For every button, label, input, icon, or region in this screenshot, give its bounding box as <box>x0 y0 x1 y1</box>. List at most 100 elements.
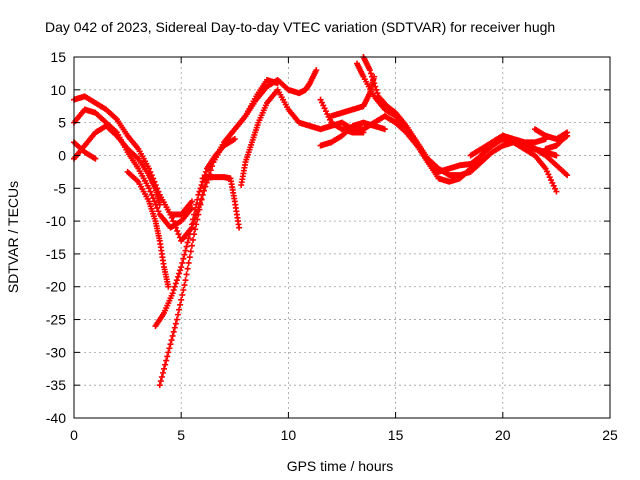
data-point <box>564 172 571 179</box>
series-arc-6 <box>152 136 238 330</box>
data-point <box>146 185 153 192</box>
data-point <box>168 214 175 221</box>
y-axis-label: SDTVAR / TECUs <box>5 181 21 293</box>
series-arc-10 <box>238 86 399 188</box>
data-point <box>373 86 380 93</box>
data-point <box>178 264 185 271</box>
data-point <box>381 126 388 133</box>
data-point <box>176 306 183 313</box>
data-point <box>553 152 560 159</box>
x-tick-label: 0 <box>70 427 78 443</box>
data-point <box>185 235 192 242</box>
series-arc-9 <box>199 174 243 231</box>
y-tick-label: -5 <box>54 180 67 196</box>
series-arc-12 <box>317 119 388 149</box>
x-tick-label: 15 <box>388 427 404 443</box>
data-point <box>202 168 209 175</box>
series-arc-8 <box>167 76 281 244</box>
x-tick-label: 25 <box>602 427 618 443</box>
data-point <box>172 280 179 287</box>
y-tick-label: -40 <box>46 410 66 426</box>
y-tick-label: -15 <box>46 246 66 262</box>
data-point <box>196 188 203 195</box>
data-point <box>168 337 175 344</box>
data-point <box>367 70 374 77</box>
data-point <box>156 382 163 389</box>
data-point <box>174 311 181 318</box>
data-point <box>196 200 203 207</box>
data-point <box>177 267 184 274</box>
data-point <box>173 277 180 284</box>
data-point <box>176 270 183 277</box>
x-tick-label: 5 <box>177 427 185 443</box>
series-arc-15 <box>360 54 560 195</box>
data-point <box>231 136 238 143</box>
data-point <box>202 183 209 190</box>
data-point <box>157 378 164 385</box>
data-point <box>180 255 187 262</box>
data-point <box>170 218 177 225</box>
data-point <box>154 204 161 211</box>
tick-layer: 0 5 10 15 20 25 -40 -35 -30 -25 -20 -15 -10 -5 0 5 10 15 <box>46 49 618 443</box>
data-point <box>366 67 373 74</box>
y-tick-label: -20 <box>46 279 66 295</box>
data-point <box>181 282 188 289</box>
series-arc-4 <box>71 122 163 208</box>
data-point <box>172 224 179 231</box>
data-point <box>183 271 190 278</box>
data-point <box>184 239 191 246</box>
data-point <box>189 236 196 243</box>
data-point <box>148 191 155 198</box>
data-point <box>553 188 560 195</box>
x-tick-label: 10 <box>281 427 297 443</box>
data-point <box>92 155 99 162</box>
data-point <box>169 290 176 297</box>
data-point <box>159 369 166 376</box>
y-tick-label: 10 <box>50 82 66 98</box>
data-point <box>161 365 168 372</box>
data-point <box>151 198 158 205</box>
data-point <box>156 201 163 208</box>
series-arc-17 <box>467 132 560 159</box>
data-point <box>198 181 205 188</box>
data-point <box>167 341 174 348</box>
data-point <box>179 259 186 266</box>
data-point <box>564 132 571 139</box>
data-point <box>374 90 381 97</box>
data-point <box>181 251 188 258</box>
data-point <box>174 273 181 280</box>
data-point <box>371 80 378 87</box>
data-point <box>167 211 174 218</box>
y-tick-label: 0 <box>58 147 66 163</box>
data-point <box>179 291 186 298</box>
data-point <box>158 373 165 380</box>
data-point <box>187 248 194 255</box>
data-point <box>174 227 181 234</box>
data-point <box>190 220 197 227</box>
data-point <box>147 188 154 195</box>
data-point <box>194 208 201 215</box>
data-point <box>150 195 157 202</box>
data-point <box>175 231 182 238</box>
data-point <box>171 283 178 290</box>
data-point <box>188 224 195 231</box>
data-point <box>178 296 185 303</box>
data-point <box>162 361 169 368</box>
data-point <box>184 265 191 272</box>
data-point <box>191 216 198 223</box>
series-arc-3 <box>71 139 99 162</box>
data-point <box>177 301 184 308</box>
y-tick-label: -25 <box>46 312 66 328</box>
data-point <box>193 221 200 228</box>
data-point <box>188 242 195 249</box>
data-point <box>199 191 206 198</box>
plot-frame <box>73 56 611 419</box>
data-point <box>170 287 177 294</box>
data-point <box>165 349 172 356</box>
data-point <box>188 198 195 205</box>
data-point <box>188 204 195 211</box>
data-point <box>313 67 320 74</box>
data-point <box>191 231 198 238</box>
data-point <box>171 221 178 228</box>
